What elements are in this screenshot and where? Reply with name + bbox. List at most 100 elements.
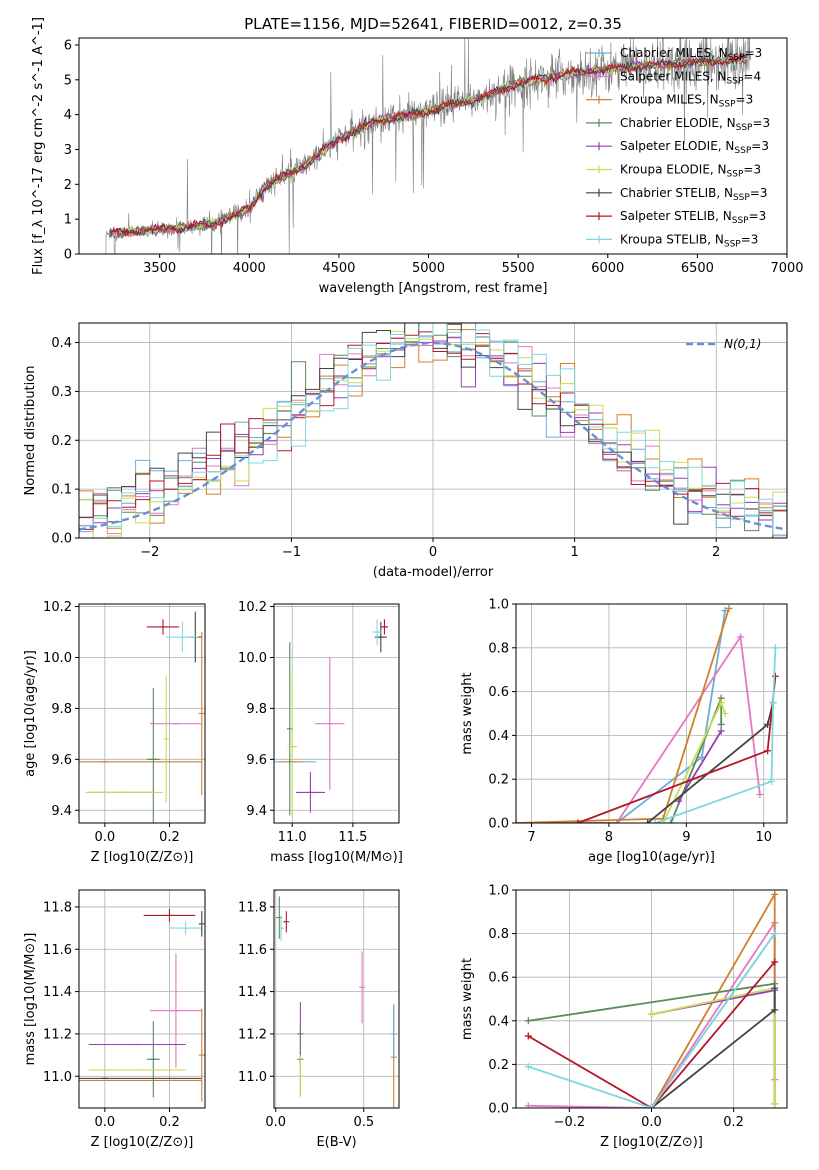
x-tick-label: 5000 bbox=[412, 261, 445, 276]
x-tick-label: 9 bbox=[682, 830, 690, 845]
legend-subscript: SSP bbox=[734, 146, 751, 156]
legend-subscript: SSP bbox=[727, 170, 744, 180]
x-tick-label: 8 bbox=[605, 830, 613, 845]
legend-subscript: SSP bbox=[727, 76, 744, 86]
errorbar-point-salpeter-stelib bbox=[380, 619, 389, 635]
weight-line-salpeter-miles bbox=[516, 634, 761, 823]
y-tick-label: 0.8 bbox=[488, 927, 509, 942]
y-tick-label: 0.4 bbox=[488, 729, 509, 744]
weight-line-chabrier-miles bbox=[516, 610, 726, 823]
y-axis-label: Flux [f_λ 10^-17 erg cm^-2 s^-1 A^-1] bbox=[31, 17, 46, 275]
x-tick-label: −2 bbox=[140, 545, 159, 560]
legend-entry: Chabrier ELODIE, NSSP=3 bbox=[620, 116, 770, 133]
weight-marker bbox=[648, 1010, 655, 1018]
weight-marker bbox=[721, 710, 729, 717]
y-tick-label: 0.2 bbox=[488, 773, 509, 788]
plot-area-residuals bbox=[79, 323, 787, 538]
axes-frame bbox=[78, 603, 206, 824]
legend-entry: Salpeter STELIB, NSSP=3 bbox=[620, 209, 766, 226]
legend-model-name: Kroupa ELODIE, N bbox=[620, 163, 727, 177]
y-tick-label: 0.3 bbox=[51, 385, 72, 400]
weight-line-chabrier-stelib bbox=[647, 702, 774, 823]
errorbar-point-kroupa-stelib bbox=[278, 915, 285, 941]
x-tick-label: 7 bbox=[527, 830, 535, 845]
x-axis-label: Z [log10(Z/Z⊙)] bbox=[91, 1135, 194, 1150]
plot-area-Z-weight bbox=[524, 890, 779, 1108]
weight-line-kroupa-stelib bbox=[655, 647, 777, 823]
weight-marker bbox=[524, 1102, 532, 1108]
y-tick-label: 1.0 bbox=[488, 598, 509, 613]
model-spectrum-salpeter-stelib bbox=[109, 53, 748, 237]
plot-area-mass-age bbox=[274, 619, 389, 818]
y-tick-label: 0.4 bbox=[51, 336, 72, 351]
legend-entry: Kroupa MILES, NSSP=3 bbox=[620, 93, 753, 110]
errorbar-point-salpeter-stelib bbox=[283, 911, 290, 933]
errorbar-point-kroupa-miles bbox=[198, 1008, 205, 1102]
weight-marker bbox=[667, 819, 675, 823]
y-tick-label: 10.2 bbox=[238, 600, 267, 615]
y-tick-label: 11.0 bbox=[238, 1070, 267, 1085]
x-tick-label: −0.2 bbox=[554, 1115, 586, 1130]
errorbar-point-kroupa-elodie bbox=[297, 1055, 304, 1098]
y-tick-label: 3 bbox=[64, 143, 72, 158]
y-tick-label: 11.4 bbox=[43, 985, 72, 1000]
legend-model-name: Kroupa STELIB, N bbox=[620, 232, 724, 246]
x-tick-label: 0 bbox=[429, 545, 437, 560]
y-tick-label: 5 bbox=[64, 73, 72, 88]
y-tick-label: 9.8 bbox=[51, 702, 72, 717]
y-tick-label: 10.0 bbox=[238, 651, 267, 666]
axes-frame bbox=[273, 889, 400, 1109]
x-tick-label: 2 bbox=[712, 545, 720, 560]
y-tick-label: 0.0 bbox=[488, 1102, 509, 1117]
x-tick-label: 10 bbox=[755, 830, 772, 845]
x-tick-label: 7000 bbox=[770, 261, 803, 276]
legend-entry: Chabrier MILES, NSSP=3 bbox=[620, 46, 762, 63]
y-tick-label: 11.2 bbox=[238, 1027, 267, 1042]
legend-nssp: =3 bbox=[743, 163, 761, 177]
x-tick-label: 1 bbox=[570, 545, 578, 560]
legend-entry: Kroupa STELIB, NSSP=3 bbox=[620, 232, 758, 249]
x-tick-label: 0.2 bbox=[723, 1115, 744, 1130]
y-tick-label: 0.1 bbox=[51, 483, 72, 498]
y-tick-label: 11.8 bbox=[43, 900, 72, 915]
errorbar-point-chabrier-stelib bbox=[198, 911, 205, 937]
legend-normal-label: N(0,1) bbox=[724, 337, 761, 351]
y-tick-label: 11.4 bbox=[238, 985, 267, 1000]
y-tick-label: 0 bbox=[64, 248, 72, 263]
weight-marker bbox=[524, 1017, 532, 1025]
residual-histogram-salpeter-stelib bbox=[79, 331, 787, 530]
y-axis-label: age [log10(age/yr)] bbox=[23, 650, 38, 777]
x-tick-label: 3500 bbox=[143, 261, 176, 276]
normal-distribution-curve bbox=[79, 341, 785, 531]
weight-marker bbox=[756, 791, 764, 799]
errorbar-point-salpeter-miles bbox=[150, 953, 202, 1068]
panel-age-weight: 7 8 9 10 0.0 0.2 0.4 0.6 0.8 1.0 age [log10(age/yr… bbox=[460, 598, 788, 865]
y-tick-label: 0.4 bbox=[488, 1014, 509, 1029]
panel-EBV-mass: 0.0 0.5 11.0 11.2 11.4 11.6 11.8 E(B-V) bbox=[238, 889, 400, 1150]
weight-marker bbox=[725, 604, 733, 612]
residual-histogram-kroupa-stelib bbox=[79, 323, 787, 536]
weight-marker bbox=[771, 930, 779, 938]
y-tick-label: 9.4 bbox=[246, 804, 267, 819]
figure-title: PLATE=1156, MJD=52641, FIBERID=0012, z=0… bbox=[244, 15, 622, 33]
weight-marker bbox=[648, 1104, 655, 1108]
x-axis-label: Z [log10(Z/Z⊙)] bbox=[91, 850, 194, 865]
errorbar-point-chabrier-elodie bbox=[146, 1021, 160, 1098]
weight-line-kroupa-stelib bbox=[528, 933, 776, 1108]
panel-Z-age: 0.0 0.2 9.4 9.6 9.8 10.0 10.2 Z [log10(Z/Z⊙)] ag… bbox=[23, 600, 206, 865]
errorbar-point-salpeter-elodie bbox=[295, 772, 325, 813]
legend-subscript: SSP bbox=[736, 123, 753, 133]
legend-nssp: =3 bbox=[741, 232, 759, 246]
x-tick-label: 0.0 bbox=[265, 1115, 286, 1130]
y-tick-label: 9.6 bbox=[51, 753, 72, 768]
x-tick-label: 0.0 bbox=[95, 830, 116, 845]
weight-marker bbox=[524, 1032, 532, 1040]
y-tick-label: 1.0 bbox=[488, 884, 509, 899]
model-spectrum-chabrier-stelib bbox=[109, 52, 748, 238]
plot-area-spectrum bbox=[105, 38, 752, 254]
y-tick-label: 10.2 bbox=[43, 600, 72, 615]
plot-area-Z-age bbox=[79, 611, 205, 823]
weight-marker bbox=[769, 699, 777, 707]
y-axis-label: mass [log10(M/M⊙)] bbox=[23, 933, 38, 1066]
x-axis-label: wavelength [Angstrom, rest frame] bbox=[319, 281, 548, 296]
